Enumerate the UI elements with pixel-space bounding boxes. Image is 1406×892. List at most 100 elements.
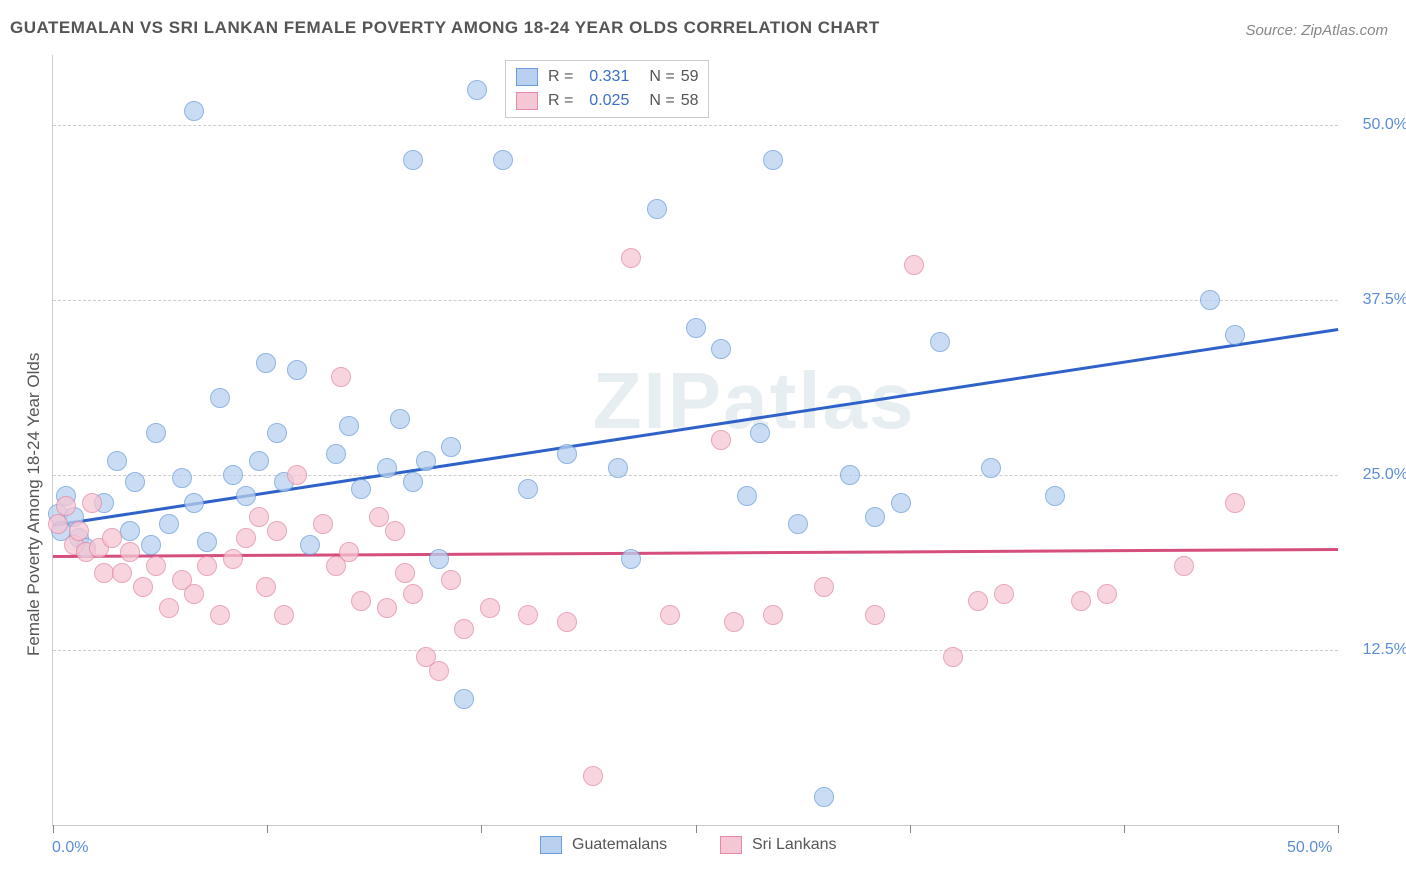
scatter-point [287,360,307,380]
y-tick-label: 12.5% [1348,641,1406,659]
x-tick [696,825,697,833]
legend-n-value: 58 [681,92,699,110]
scatter-point [724,612,744,632]
scatter-point [943,647,963,667]
scatter-point [236,528,256,548]
scatter-point [891,493,911,513]
scatter-point [416,451,436,471]
legend-r-label: R = [548,68,573,86]
scatter-point [249,451,269,471]
scatter-point [377,458,397,478]
scatter-point [1225,325,1245,345]
scatter-point [172,468,192,488]
scatter-point [711,430,731,450]
x-tick [267,825,268,833]
scatter-point [454,619,474,639]
scatter-point [197,556,217,576]
series-legend-item: Sri Lankans [720,836,837,854]
series-legend-item: Guatemalans [540,836,667,854]
scatter-point [660,605,680,625]
scatter-point [351,479,371,499]
scatter-point [351,591,371,611]
scatter-point [441,437,461,457]
scatter-point [403,150,423,170]
legend-n-label: N = [649,92,674,110]
scatter-point [737,486,757,506]
scatter-point [608,458,628,478]
source-attribution: Source: ZipAtlas.com [1245,22,1388,39]
scatter-point [403,472,423,492]
scatter-point [493,150,513,170]
scatter-point [403,584,423,604]
scatter-point [210,388,230,408]
scatter-point [711,339,731,359]
y-tick-label: 50.0% [1348,116,1406,134]
scatter-point [223,549,243,569]
legend-label: Sri Lankans [752,836,837,854]
correlation-legend: R =0.331N =59R =0.025N =58 [505,60,709,118]
scatter-point [326,444,346,464]
scatter-point [256,353,276,373]
scatter-point [994,584,1014,604]
scatter-point [184,493,204,513]
scatter-point [1071,591,1091,611]
scatter-point [56,496,76,516]
scatter-point [865,605,885,625]
gridline [53,300,1338,301]
scatter-point [904,255,924,275]
x-tick [1338,825,1339,833]
scatter-point [441,570,461,590]
x-tick [910,825,911,833]
scatter-point [763,150,783,170]
scatter-point [120,521,140,541]
scatter-point [840,465,860,485]
legend-label: Guatemalans [572,836,667,854]
scatter-point [1174,556,1194,576]
gridline [53,475,1338,476]
scatter-point [583,766,603,786]
scatter-point [1200,290,1220,310]
gridline [53,650,1338,651]
scatter-point [750,423,770,443]
legend-swatch [516,68,538,86]
scatter-point [48,514,68,534]
scatter-point [82,493,102,513]
legend-n-value: 59 [681,68,699,86]
y-tick-label: 25.0% [1348,466,1406,484]
scatter-point [385,521,405,541]
scatter-point [480,598,500,618]
scatter-point [69,521,89,541]
scatter-point [184,584,204,604]
scatter-point [621,549,641,569]
scatter-point [686,318,706,338]
scatter-point [814,787,834,807]
legend-n-label: N = [649,68,674,86]
scatter-point [981,458,1001,478]
scatter-point [210,605,230,625]
scatter-point [274,605,294,625]
scatter-point [1045,486,1065,506]
scatter-point [454,689,474,709]
y-tick-label: 37.5% [1348,291,1406,309]
legend-r-value: 0.025 [579,92,629,110]
scatter-point [267,423,287,443]
scatter-point [146,556,166,576]
scatter-point [429,661,449,681]
scatter-point [788,514,808,534]
x-max-label: 50.0% [1287,839,1332,857]
scatter-point [968,591,988,611]
scatter-point [1225,493,1245,513]
scatter-point [120,542,140,562]
x-tick [53,825,54,833]
scatter-point [331,367,351,387]
scatter-point [125,472,145,492]
scatter-point [518,479,538,499]
scatter-point [930,332,950,352]
scatter-point [1097,584,1117,604]
scatter-point [223,465,243,485]
scatter-point [197,532,217,552]
scatter-point [133,577,153,597]
scatter-point [339,416,359,436]
x-tick [481,825,482,833]
scatter-point [814,577,834,597]
